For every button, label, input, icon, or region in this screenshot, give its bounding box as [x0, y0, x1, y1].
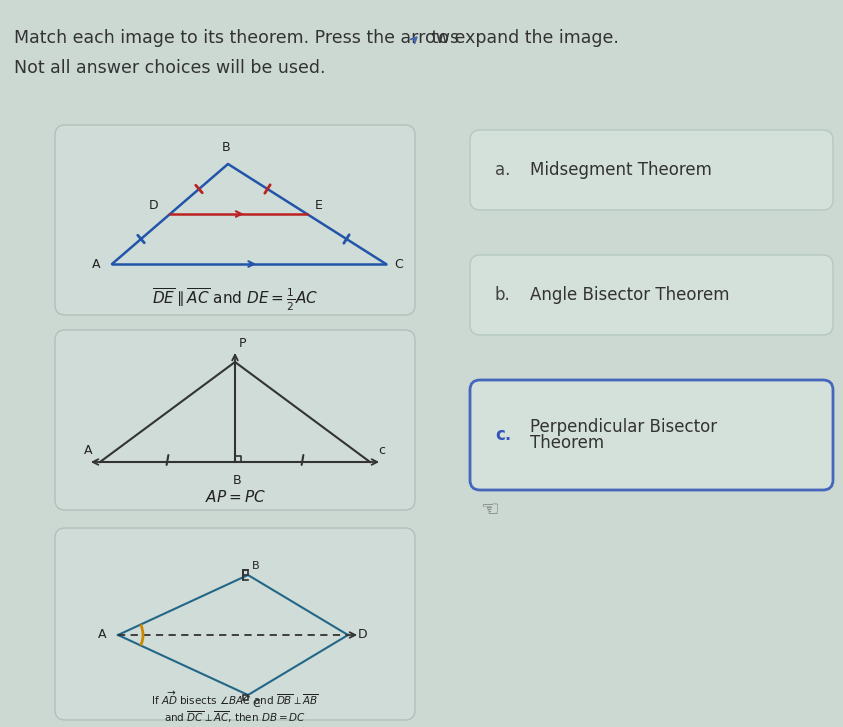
Text: $\overline{DE}\parallel\overline{AC}$ and $DE=\frac{1}{2}AC$: $\overline{DE}\parallel\overline{AC}$ an…	[152, 287, 318, 313]
FancyBboxPatch shape	[55, 528, 415, 720]
Text: a.: a.	[495, 161, 510, 179]
FancyBboxPatch shape	[55, 125, 415, 315]
Text: Angle Bisector Theorem: Angle Bisector Theorem	[530, 286, 729, 304]
Text: Not all answer choices will be used.: Not all answer choices will be used.	[14, 59, 325, 77]
FancyBboxPatch shape	[470, 130, 833, 210]
Text: Theorem: Theorem	[530, 434, 604, 452]
Text: P: P	[239, 337, 246, 350]
FancyBboxPatch shape	[55, 330, 415, 510]
Text: C: C	[252, 699, 260, 709]
Text: c.: c.	[495, 426, 511, 444]
Text: If $\overrightarrow{AD}$ bisects $\angle BAC$ and $\overline{DB}\perp\overline{A: If $\overrightarrow{AD}$ bisects $\angle…	[151, 689, 319, 725]
Text: D: D	[358, 629, 368, 641]
Text: A: A	[92, 257, 100, 270]
Text: Midsegment Theorem: Midsegment Theorem	[530, 161, 711, 179]
Text: B: B	[233, 474, 241, 487]
FancyBboxPatch shape	[470, 255, 833, 335]
Text: ☜: ☜	[480, 500, 499, 520]
Text: B: B	[222, 141, 230, 154]
Text: b.: b.	[495, 286, 511, 304]
Text: c: c	[378, 444, 385, 457]
Text: to expand the image.: to expand the image.	[426, 29, 619, 47]
Text: Match each image to its theorem. Press the arrows: Match each image to its theorem. Press t…	[14, 29, 459, 47]
Text: Perpendicular Bisector: Perpendicular Bisector	[530, 418, 717, 436]
Text: A: A	[98, 629, 106, 641]
Text: $AP = PC$: $AP = PC$	[205, 489, 266, 505]
FancyBboxPatch shape	[470, 380, 833, 490]
Text: B: B	[252, 561, 260, 571]
Text: E: E	[315, 199, 323, 212]
Text: A: A	[83, 444, 92, 457]
Text: C: C	[394, 257, 403, 270]
Text: D: D	[148, 199, 158, 212]
